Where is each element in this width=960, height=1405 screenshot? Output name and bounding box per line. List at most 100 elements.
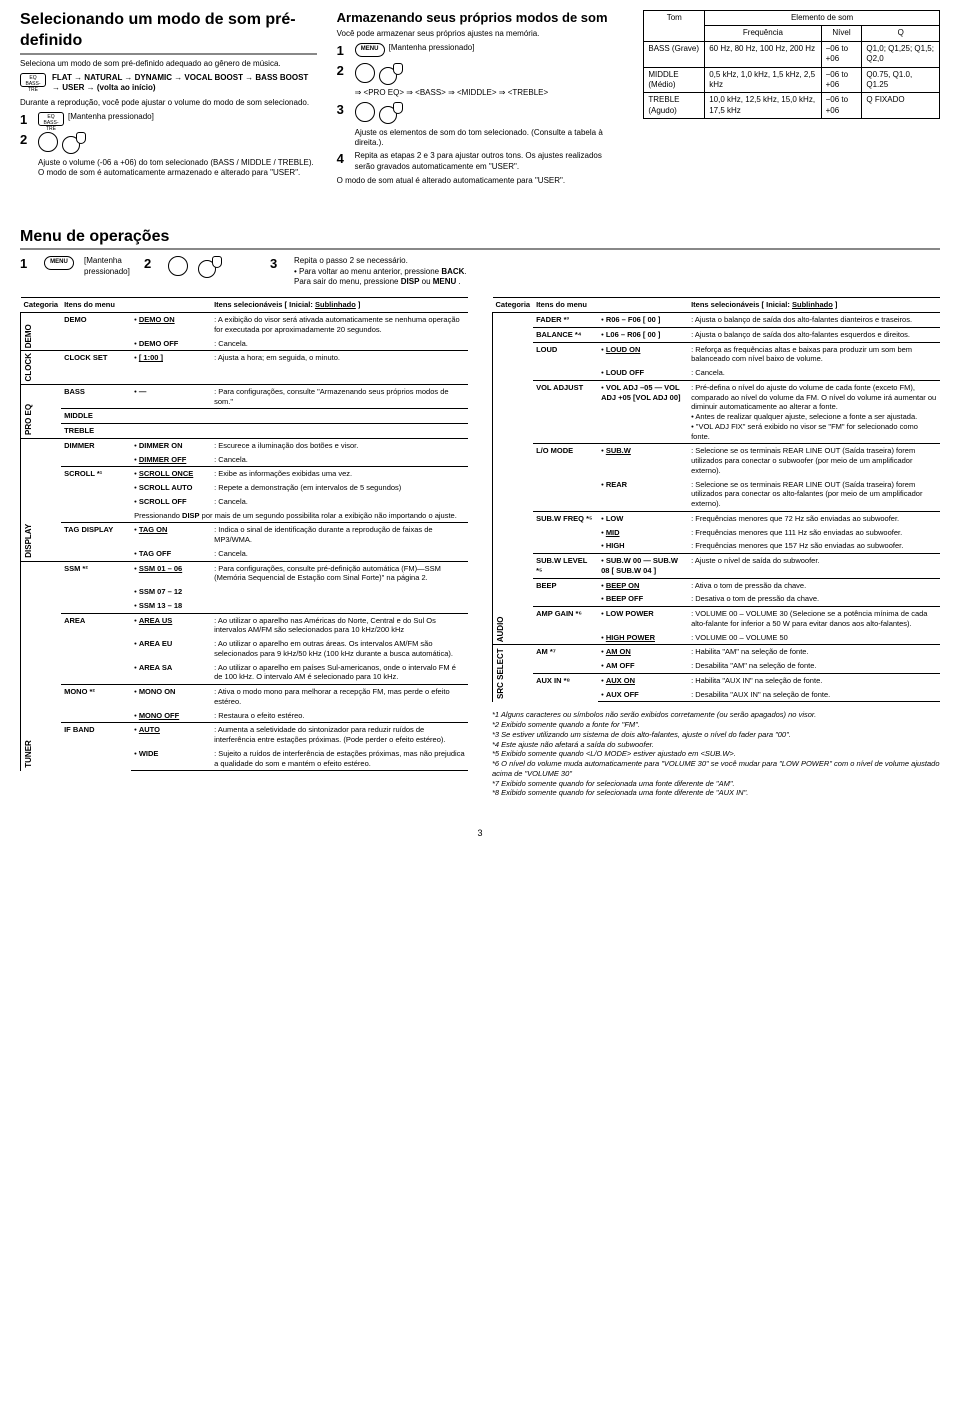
menu-desc: : Cancela.	[688, 366, 940, 380]
tone-table: Tom Elemento de som Frequência Nível Q B…	[643, 10, 940, 119]
step-4: 4	[337, 151, 351, 168]
menu-desc: : VOLUME 00 – VOLUME 30 (Selecione se a …	[688, 607, 940, 631]
menu-desc	[211, 599, 468, 613]
menu-item: TREBLE	[61, 424, 131, 439]
page-number: 3	[20, 828, 940, 840]
menu-option: REAR	[598, 478, 688, 512]
menu-option: MONO OFF	[131, 709, 211, 723]
menu-option: SSM 07 – 12	[131, 585, 211, 599]
menu-item: TAG DISPLAY	[61, 523, 131, 561]
menu-option: LOUD OFF	[598, 366, 688, 380]
tone-table-region: Tom Elemento de som Frequência Nível Q B…	[643, 10, 940, 187]
sec2-adjust: Ajuste os elementos de som do tom seleci…	[355, 128, 624, 149]
menu-item: L/O MODE	[533, 444, 598, 512]
menu-desc: : Ativa o modo mono para melhorar a rece…	[211, 685, 468, 709]
table-row: SRC SELECTAM *⁷AM ON: Habilita "AM" na s…	[493, 645, 941, 659]
menu-option: MONO ON	[131, 685, 211, 709]
menu-option: MID	[598, 526, 688, 540]
menu-desc: : Ao utilizar o aparelho em países Sul-a…	[211, 661, 468, 685]
category-cell: TUNER	[21, 561, 62, 771]
footnotes: *1 Alguns caracteres ou símbolos não ser…	[492, 710, 940, 798]
menu-option: BEEP OFF	[598, 592, 688, 606]
menu-option: HIGH	[598, 539, 688, 553]
menu-option: AREA SA	[131, 661, 211, 685]
table-row: SUB.W LEVEL *⁵SUB.W 00 — SUB.W 08 [ SUB.…	[493, 554, 941, 579]
footnote: *8 Exibido somente quando for selecionad…	[492, 788, 940, 798]
table-row: L/O MODESUB.W: Selecione se os terminais…	[493, 444, 941, 478]
knob-press-icon	[62, 132, 84, 154]
knob-press-icon	[379, 102, 401, 124]
menu-option: DIMMER ON	[131, 438, 211, 452]
menu-option	[131, 424, 211, 439]
menu-button-icon: MENU	[355, 43, 385, 57]
table-row: CLOCKCLOCK SET[ 1:00 ]: Ajusta a hora; e…	[21, 351, 469, 384]
menu-left: Categoria Itens do menu Itens selecionáv…	[20, 297, 468, 798]
step3-b: • Para voltar ao menu anterior, pression…	[294, 267, 494, 277]
knob-press-icon	[379, 63, 401, 85]
menu-item: DIMMER	[61, 438, 131, 467]
menu-desc: : Pré-defina o nível do ajuste do volume…	[688, 380, 940, 444]
hold-label: [Mantenha pressionado]	[389, 43, 475, 53]
sec1-title: Selecionando um modo de som pré-definido	[20, 10, 317, 55]
menu-option: VOL ADJ –05 — VOL ADJ +05 [VOL ADJ 00]	[598, 380, 688, 444]
th-categoria: Categoria	[493, 298, 534, 313]
menu-desc: : Selecione se os terminais REAR LINE OU…	[688, 444, 940, 478]
hold-label: [Mantenha pressionado]	[68, 112, 154, 122]
sound-mode-store: Armazenando seus próprios modos de som V…	[337, 10, 624, 187]
menu-desc: : Repete a demonstração (em intervalos d…	[211, 481, 468, 495]
menu-option: L06 – R06 [ 00 ]	[598, 327, 688, 342]
menu-desc: : Desativa o tom de pressão da chave.	[688, 592, 940, 606]
th-itens: Itens do menu	[61, 298, 131, 313]
menu-desc: : Exibe as informações exibidas uma vez.	[211, 467, 468, 481]
menu-option: TAG OFF	[131, 547, 211, 561]
sec1-adjust: Ajuste o volume (-06 a +06) do tom selec…	[38, 158, 317, 168]
table-row: TAG DISPLAYTAG ON: Indica o sinal de ide…	[21, 523, 469, 547]
menu-title: Menu de operações	[20, 227, 940, 251]
th-nivel: Nível	[821, 26, 862, 41]
table-row: VOL ADJUSTVOL ADJ –05 — VOL ADJ +05 [VOL…	[493, 380, 941, 444]
menu-option: SUB.W 00 — SUB.W 08 [ SUB.W 04 ]	[598, 554, 688, 579]
proeq-sequence: ⇒ <PRO EQ> ⇒ <BASS> ⇒ <MIDDLE> ⇒ <TREBLE…	[355, 88, 624, 98]
menu-desc: : Desabilita "AUX IN" na seleção de font…	[688, 688, 940, 702]
menu-desc: : Ativa o tom de pressão da chave.	[688, 578, 940, 592]
menu-option: AM ON	[598, 645, 688, 659]
menu-desc: : Ajusta a hora; em seguida, o minuto.	[211, 351, 468, 384]
table-row: AMP GAIN *⁶LOW POWER: VOLUME 00 – VOLUME…	[493, 607, 941, 631]
footnote: *5 Exibido somente quando <L/O MODE> est…	[492, 749, 940, 759]
menu-option: LOW POWER	[598, 607, 688, 631]
menu-desc: : Ajuste o nível de saída do subwoofer.	[688, 554, 940, 579]
table-row: BALANCE *⁴L06 – R06 [ 00 ]: Ajusta o bal…	[493, 327, 941, 342]
menu-option: R06 – F06 [ 00 ]	[598, 313, 688, 328]
table-row: AUX IN *⁸AUX ON: Habilita "AUX IN" na se…	[493, 673, 941, 687]
knob-icon	[355, 102, 375, 122]
menu-desc: : Desabilita "AM" na seleção de fonte.	[688, 659, 940, 673]
table-row: AREAAREA US: Ao utilizar o aparelho nas …	[21, 613, 469, 637]
menu-desc: : Reforça as frequências altas e baixas …	[688, 342, 940, 366]
menu-option: SSM 01 – 06	[131, 561, 211, 585]
menu-item: DEMO	[61, 313, 131, 351]
menu-button-icon: MENU	[44, 256, 74, 270]
table-row: BASS (Grave)60 Hz, 80 Hz, 100 Hz, 200 Hz…	[644, 41, 940, 67]
menu-item: SUB.W FREQ *⁵	[533, 511, 598, 553]
menu-desc: : Cancela.	[211, 337, 468, 351]
menu-item: FADER *³	[533, 313, 598, 328]
table-row: AUDIOFADER *³R06 – F06 [ 00 ]: Ajusta o …	[493, 313, 941, 328]
menu-item: BEEP	[533, 578, 598, 607]
menu-item: AUX IN *⁸	[533, 673, 598, 702]
knob-press-icon	[198, 256, 220, 278]
menu-option: AREA EU	[131, 637, 211, 661]
menu-desc: : Selecione se os terminais REAR LINE OU…	[688, 478, 940, 512]
menu-desc: : Cancela.	[211, 453, 468, 467]
table-row: DEMODEMODEMO ON: A exibição do visor ser…	[21, 313, 469, 337]
menu-desc: : Aumenta a seletividade do sintonizador…	[211, 723, 468, 747]
footnote: *7 Exibido somente quando for selecionad…	[492, 779, 940, 789]
menu-option: AUX ON	[598, 673, 688, 687]
step-2: 2	[337, 63, 351, 80]
menu-desc: : Escurece a iluminação dos botões e vis…	[211, 438, 468, 452]
footnote: *6 O nível do volume muda automaticament…	[492, 759, 940, 779]
menu-option: WIDE	[131, 747, 211, 771]
step3-a: Repita o passo 2 se necessário.	[294, 256, 494, 266]
menu-option	[131, 409, 211, 424]
menu-option: DEMO ON	[131, 313, 211, 337]
sound-sequence: FLAT → NATURAL → DYNAMIC → VOCAL BOOST →…	[52, 73, 317, 94]
